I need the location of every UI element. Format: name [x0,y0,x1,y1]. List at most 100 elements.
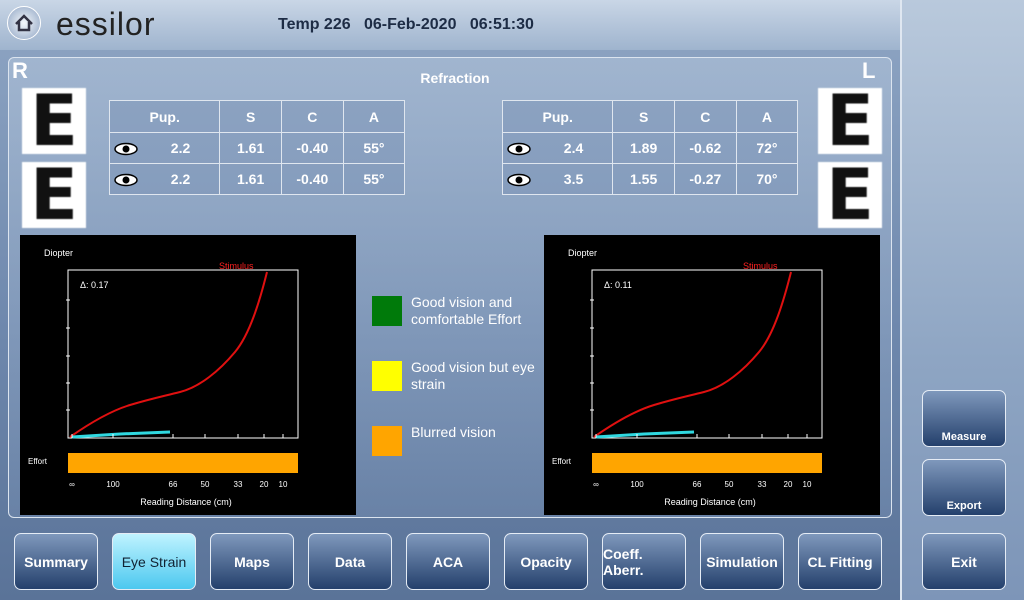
legend-swatch [372,426,402,456]
cell: -0.27 [673,163,737,195]
plot-frame [591,269,823,439]
cell: 1.61 [219,132,282,164]
x-tick-label: 20 [260,480,269,489]
column-header: S [612,100,675,133]
e-chart: E [22,86,86,156]
button-label: Exit [951,553,977,570]
x-tick-label: 20 [784,480,793,489]
panel-title: Refraction [420,70,490,86]
e-chart: E [22,160,86,230]
stimulus-curve [69,271,268,438]
export-button[interactable]: Export [922,459,1006,516]
exit-button[interactable]: Exit [922,533,1006,590]
cell: 1.89 [612,132,675,164]
tab-label: Coeff. Aberr. [603,545,644,578]
header-row: Pup. S C A [501,100,799,133]
column-header: C [280,100,344,133]
tab-button[interactable]: Eye Strain [112,533,196,590]
column-header: Pup. [108,100,221,133]
patient: Temp 226 [278,16,351,33]
tab-label: ACA [432,553,464,570]
eye-pupil [515,145,523,153]
x-tick-label: 66 [169,480,178,489]
cell: -0.40 [280,132,344,164]
cell: 55° [342,132,406,164]
column-header: A [342,100,406,133]
eye-strain-chart: Diopter Stimulus Δ: 0.11 Effort ∞ 100 66 50 33 20… [544,235,880,515]
brand: essilor [56,6,156,42]
cell: 55° [342,163,406,195]
eye-strain-chart: Diopter Stimulus Δ: 0.17 Effort ∞ 100 66 50 33 20… [20,235,356,515]
delta-label: Δ: 0.11 [604,280,632,290]
x-tick-label: 100 [106,480,120,489]
cell: 2.4 [534,132,614,164]
eye-cell [501,132,535,164]
column-header: A [735,100,799,133]
response-curve [595,430,695,439]
tab-button[interactable]: Data [308,533,392,590]
eye-cell [108,163,142,195]
cell: 3.5 [534,163,614,195]
tab-button[interactable]: Summary [14,533,98,590]
eye-icon [507,173,531,187]
y-axis-label: Diopter [44,248,73,258]
tab-button[interactable]: Opacity [504,533,588,590]
data-row: 2.2 1.61 -0.40 55° [108,163,406,195]
tab-button[interactable]: Coeff. Aberr. [602,533,686,590]
effort-label: Effort [552,457,572,466]
tab-button[interactable]: ACA [406,533,490,590]
top-bar: essilor Temp 226 06-Feb-2020 06:51:30 [0,0,900,50]
tab-label: Simulation [706,553,778,570]
tab-label: Data [334,553,366,570]
e-chart: E [818,86,882,156]
column-header: S [219,100,282,133]
stimulus-curve [593,271,792,438]
home-button[interactable] [7,6,41,40]
x-tick-label: 33 [758,480,767,489]
cell: 1.61 [219,163,282,195]
tab-label: Maps [234,553,270,570]
stimulus-label: Stimulus [743,261,778,271]
effort-bar [592,453,822,473]
x-tick-label: 10 [803,480,812,489]
response-curve [71,430,171,439]
cell: 2.2 [141,163,221,195]
x-axis-label: Reading Distance (cm) [664,497,756,507]
measure-button[interactable]: Measure [922,390,1006,447]
cell: -0.62 [673,132,737,164]
header-row: Pup. S C A [108,100,406,133]
button-label: Measure [941,431,987,443]
eye-label: R [12,58,28,83]
data-row: 3.5 1.55 -0.27 70° [501,163,799,195]
cell: 2.2 [141,132,221,164]
plot-frame [67,269,299,439]
effort-label: Effort [28,457,48,466]
x-tick-label: 10 [279,480,288,489]
tab-button[interactable]: Simulation [700,533,784,590]
x-tick-label: 50 [725,480,734,489]
e-chart: E [818,160,882,230]
cell: 70° [735,163,799,195]
eye-pupil [122,145,130,153]
legend-label: Blurred vision [411,424,496,440]
tab-label: Eye Strain [121,553,187,570]
x-tick-label: 66 [693,480,702,489]
eye-cell [108,132,142,164]
effort-bar [68,453,298,473]
refraction-table: Pup. S C A 2.2 1.61 -0.40 55° 2.2 1.61 -0.40 55° [108,100,406,195]
eye-cell [501,163,535,195]
eye-pupil [122,176,130,184]
tab-label: CL Fitting [807,553,873,570]
tab-button[interactable]: Maps [210,533,294,590]
x-tick-label: ∞ [593,480,599,489]
tab-button[interactable]: CL Fitting [798,533,882,590]
data-row: 2.4 1.89 -0.62 72° [501,132,799,164]
eye-icon [114,142,138,156]
delta-label: Δ: 0.17 [80,280,109,290]
x-tick-label: 50 [201,480,210,489]
x-axis-label: Reading Distance (cm) [140,497,232,507]
tab-label: Summary [24,553,88,570]
cell: 72° [735,132,799,164]
legend-swatch [372,296,402,326]
